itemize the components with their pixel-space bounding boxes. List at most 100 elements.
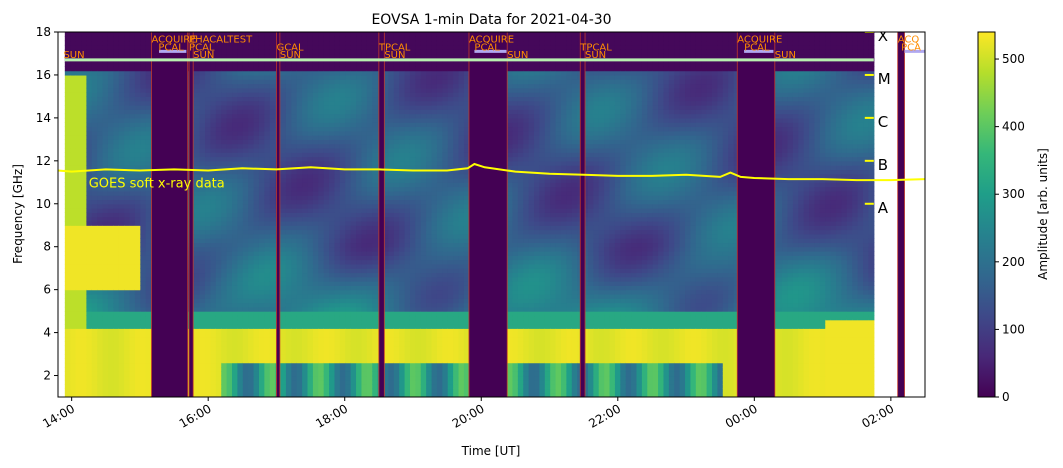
heatmap-cell: [296, 242, 303, 248]
heatmap-cell: [323, 139, 330, 145]
heatmap-cell: [102, 259, 109, 265]
heatmap-cell: [253, 384, 260, 390]
heatmap-cell: [113, 263, 120, 269]
heatmap-cell: [221, 246, 228, 252]
heatmap-cell: [253, 298, 260, 304]
heatmap-cell: [291, 32, 298, 37]
heatmap-cell: [237, 190, 244, 196]
heatmap-cell: [140, 349, 147, 355]
heatmap-cell: [350, 225, 357, 231]
heatmap-cell: [226, 246, 233, 252]
heatmap-cell: [145, 276, 152, 282]
heatmap-cell: [323, 186, 330, 192]
heatmap-cell: [307, 388, 314, 394]
heatmap-cell: [339, 178, 346, 183]
heatmap-cell: [221, 216, 228, 222]
heatmap-cell: [118, 362, 125, 368]
heatmap-cell: [81, 371, 87, 377]
heatmap-cell: [285, 371, 292, 377]
heatmap-cell: [210, 392, 217, 397]
heatmap-cell: [194, 354, 201, 359]
heatmap-cell: [323, 306, 330, 312]
heatmap-cell: [226, 53, 233, 59]
heatmap-cell: [258, 345, 265, 351]
heatmap-cell: [64, 135, 71, 140]
heatmap-cell: [215, 289, 222, 295]
heatmap-cell: [248, 117, 255, 123]
heatmap-cell: [269, 366, 276, 372]
heatmap-cell: [350, 324, 357, 329]
heatmap-cell: [232, 362, 238, 368]
heatmap-cell: [253, 160, 260, 166]
heatmap-cell: [356, 324, 363, 329]
heatmap-cell: [296, 122, 303, 128]
heatmap-cell: [107, 92, 114, 98]
heatmap-cell: [237, 186, 244, 192]
heatmap-cell: [237, 229, 244, 235]
heatmap-cell: [285, 272, 292, 278]
heatmap-cell: [334, 392, 341, 397]
heatmap-cell: [145, 388, 152, 394]
heatmap-cell: [323, 259, 330, 265]
heatmap-cell: [291, 362, 298, 368]
heatmap-cell: [253, 354, 260, 359]
heatmap-cell: [339, 293, 346, 299]
heatmap-cell: [64, 276, 71, 282]
heatmap-cell: [64, 392, 71, 397]
heatmap-cell: [118, 233, 125, 239]
heatmap-cell: [296, 229, 303, 235]
heatmap-cell: [97, 130, 104, 136]
heatmap-cell: [312, 298, 319, 304]
heatmap-cell: [269, 388, 276, 394]
heatmap-cell: [334, 44, 341, 50]
heatmap-cell: [232, 40, 238, 46]
heatmap-cell: [350, 143, 357, 149]
heatmap-cell: [97, 83, 104, 89]
heatmap-cell: [194, 44, 201, 50]
heatmap-cell: [258, 87, 265, 93]
heatmap-cell: [215, 66, 222, 72]
heatmap-cell: [81, 362, 87, 368]
heatmap-cell: [215, 40, 222, 46]
heatmap-cell: [75, 281, 82, 286]
heatmap-cell: [118, 336, 125, 342]
heatmap-cell: [291, 156, 298, 162]
heatmap-cell: [199, 229, 206, 235]
heatmap-cell: [64, 259, 71, 265]
heatmap-cell: [302, 109, 309, 115]
heatmap-cell: [329, 87, 336, 93]
heatmap-cell: [145, 306, 152, 312]
heatmap-cell: [124, 135, 131, 140]
heatmap-cell: [312, 246, 319, 252]
heatmap-cell: [318, 225, 325, 231]
heatmap-cell: [323, 100, 330, 106]
heatmap-cell: [226, 293, 233, 299]
heatmap-cell: [140, 216, 147, 222]
heatmap-cell: [366, 285, 373, 291]
heatmap-cell: [334, 96, 341, 102]
heatmap-cell: [97, 315, 104, 321]
heatmap-cell: [215, 143, 222, 149]
heatmap-cell: [81, 384, 87, 390]
heatmap-cell: [242, 362, 249, 368]
heatmap-cell: [280, 40, 287, 46]
heatmap-cell: [366, 272, 373, 278]
heatmap-cell: [237, 160, 244, 166]
heatmap-cell: [302, 203, 309, 209]
heatmap-cell: [323, 289, 330, 295]
heatmap-cell: [302, 32, 309, 37]
heatmap-cell: [134, 315, 141, 321]
heatmap-cell: [361, 336, 368, 342]
heatmap-cell: [307, 169, 314, 175]
heatmap-cell: [264, 147, 271, 153]
heatmap-cell: [124, 87, 131, 93]
heatmap-cell: [81, 276, 87, 282]
heatmap-cell: [302, 341, 309, 347]
heatmap-cell: [140, 281, 147, 286]
heatmap-cell: [323, 130, 330, 136]
heatmap-cell: [280, 358, 287, 364]
heatmap-cell: [118, 74, 125, 80]
heatmap-cell: [280, 289, 287, 295]
heatmap-cell: [70, 388, 77, 394]
heatmap-cell: [280, 276, 287, 282]
